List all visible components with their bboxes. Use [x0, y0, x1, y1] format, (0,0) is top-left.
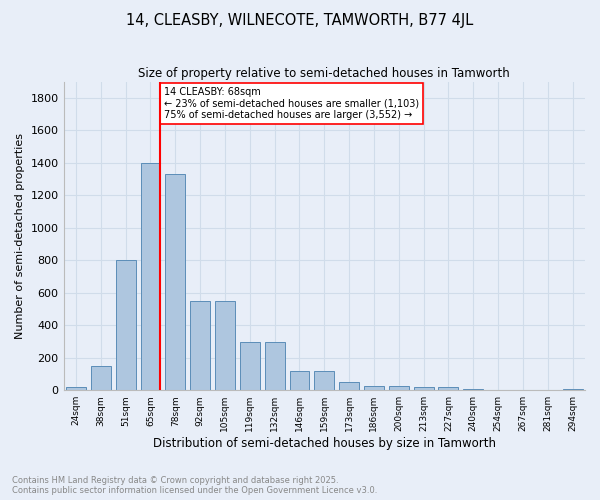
- Bar: [290, 370, 310, 390]
- Bar: [140, 163, 160, 390]
- Text: Contains HM Land Registry data © Crown copyright and database right 2025.
Contai: Contains HM Land Registry data © Crown c…: [12, 476, 377, 495]
- Text: 14 CLEASBY: 68sqm
← 23% of semi-detached houses are smaller (1,103)
75% of semi-: 14 CLEASBY: 68sqm ← 23% of semi-detached…: [164, 86, 419, 120]
- Bar: [463, 388, 483, 390]
- Bar: [91, 366, 111, 390]
- Bar: [215, 301, 235, 390]
- X-axis label: Distribution of semi-detached houses by size in Tamworth: Distribution of semi-detached houses by …: [153, 437, 496, 450]
- Bar: [314, 370, 334, 390]
- Bar: [66, 387, 86, 390]
- Text: 14, CLEASBY, WILNECOTE, TAMWORTH, B77 4JL: 14, CLEASBY, WILNECOTE, TAMWORTH, B77 4J…: [127, 12, 473, 28]
- Y-axis label: Number of semi-detached properties: Number of semi-detached properties: [15, 133, 25, 339]
- Bar: [339, 382, 359, 390]
- Bar: [364, 386, 384, 390]
- Bar: [240, 342, 260, 390]
- Bar: [116, 260, 136, 390]
- Bar: [389, 386, 409, 390]
- Bar: [265, 342, 284, 390]
- Bar: [166, 174, 185, 390]
- Bar: [190, 301, 210, 390]
- Title: Size of property relative to semi-detached houses in Tamworth: Size of property relative to semi-detach…: [139, 68, 510, 80]
- Bar: [563, 388, 583, 390]
- Bar: [413, 387, 434, 390]
- Bar: [439, 387, 458, 390]
